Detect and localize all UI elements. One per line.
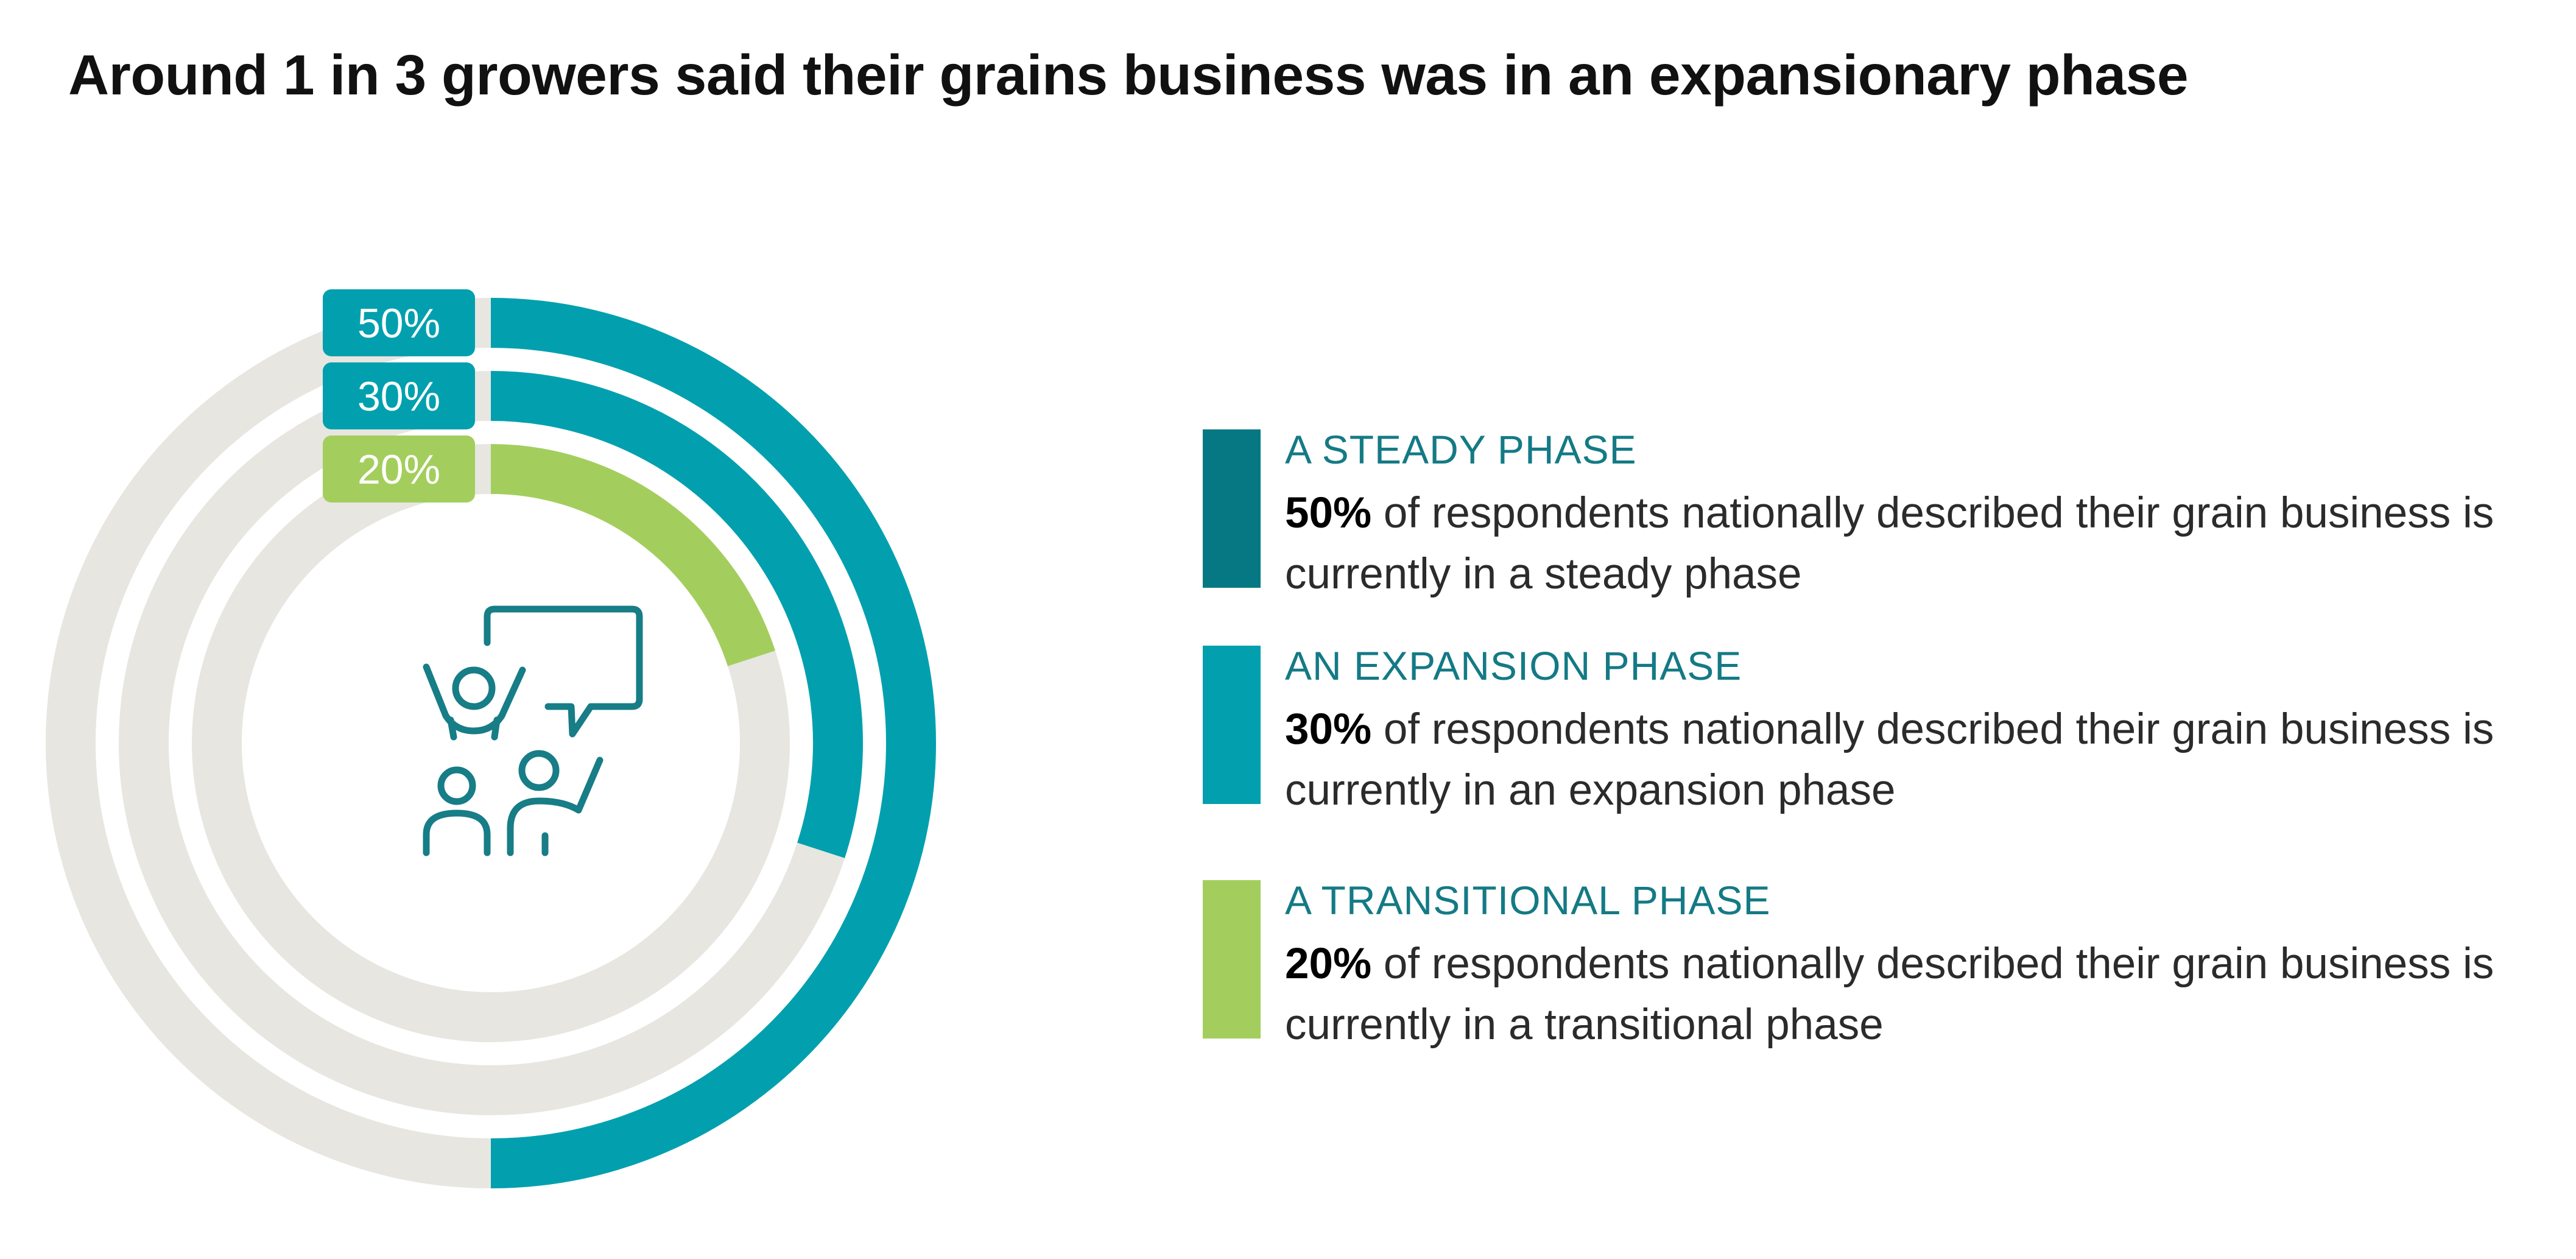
ring-bar-steady <box>490 298 936 1188</box>
legend-swatch-steady <box>1203 429 1261 588</box>
legend-description-expansion: of respondents nationally described thei… <box>1285 705 2494 814</box>
legend-percent-transitional: 20% <box>1285 940 1372 988</box>
legend-desc-transitional: 20% of respondents nationally described … <box>1285 934 2527 1056</box>
radial-bar-chart: 50% 30% 20% <box>46 289 936 1188</box>
ring-bar-transitional <box>490 444 775 666</box>
legend-swatch-transitional <box>1203 880 1261 1039</box>
legend-description-steady: of respondents nationally described thei… <box>1285 489 2494 598</box>
legend-item-expansion: AN EXPANSION PHASE 30% of respondents na… <box>1203 646 2512 847</box>
ring-value-text-steady: 50% <box>357 300 440 347</box>
people-discussion-icon <box>423 605 643 856</box>
ring-value-labels: 50% 30% 20% <box>323 289 475 503</box>
ring-value-label-bg-transitional <box>323 436 475 503</box>
ring-value-text-expansion: 30% <box>357 373 440 420</box>
ring-value-label-bg-steady <box>323 289 475 356</box>
legend-title-steady: A STEADY PHASE <box>1285 427 1637 472</box>
legend-percent-expansion: 30% <box>1285 705 1372 753</box>
legend-item-transitional: A TRANSITIONAL PHASE 20% of respondents … <box>1203 880 2512 1081</box>
chart-title: Around 1 in 3 growers said their grains … <box>68 43 2189 107</box>
legend-title-expansion: AN EXPANSION PHASE <box>1285 643 1742 688</box>
ring-bar-expansion <box>490 371 863 858</box>
legend-desc-expansion: 30% of respondents nationally described … <box>1285 699 2527 821</box>
ring-bars <box>490 298 936 1188</box>
ring-value-label-bg-expansion <box>323 362 475 429</box>
legend-description-transitional: of respondents nationally described thei… <box>1285 940 2494 1049</box>
legend-swatch-expansion <box>1203 646 1261 804</box>
ring-value-label-transitional: 20% <box>323 436 475 503</box>
legend-item-steady: A STEADY PHASE 50% of respondents nation… <box>1203 429 2512 630</box>
legend-percent-steady: 50% <box>1285 489 1372 537</box>
ring-value-label-steady: 50% <box>323 289 475 356</box>
legend-title-transitional: A TRANSITIONAL PHASE <box>1285 878 1771 923</box>
ring-value-text-transitional: 20% <box>357 446 440 493</box>
legend-desc-steady: 50% of respondents nationally described … <box>1285 483 2527 605</box>
ring-value-label-expansion: 30% <box>323 362 475 429</box>
